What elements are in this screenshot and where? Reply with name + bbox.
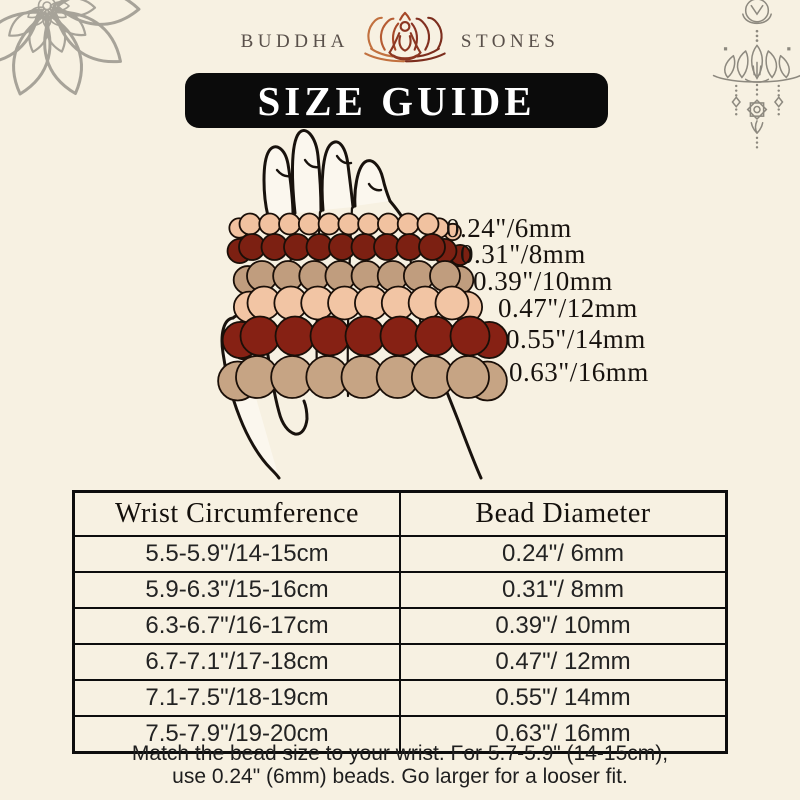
bead-diameter-header: Bead Diameter	[399, 490, 728, 537]
lotus-meditation-icon	[364, 11, 446, 63]
brand-header: BUDDHA STON	[0, 11, 800, 70]
bead-size-label: 0.63"/16mm	[509, 357, 649, 387]
bead-size-label: 0.31"/8mm	[460, 239, 586, 269]
size-guide-banner: SIZE GUIDE	[185, 73, 608, 128]
bead-diameter-cell: 0.47"/ 12mm	[399, 643, 728, 681]
table-row: 5.9-6.3"/15-16cm 0.31"/ 8mm	[72, 571, 728, 609]
table-header-row: Wrist Circumference Bead Diameter	[72, 490, 728, 537]
table-row: 7.1-7.5"/18-19cm 0.55"/ 14mm	[72, 679, 728, 717]
table-row: 6.3-6.7"/16-17cm 0.39"/ 10mm	[72, 607, 728, 645]
bead-diameter-cell: 0.55"/ 14mm	[399, 679, 728, 717]
wrist-circumference-cell: 7.5-7.9"/19-20cm	[72, 715, 401, 754]
wrist-circumference-cell: 5.9-6.3"/15-16cm	[72, 571, 401, 609]
bead-diameter-cell: 0.24"/ 6mm	[399, 535, 728, 573]
size-table: Wrist Circumference Bead Diameter 5.5-5.…	[72, 490, 728, 754]
wrist-circumference-cell: 5.5-5.9"/14-15cm	[72, 535, 401, 573]
fit-note-line2: use 0.24" (6mm) beads. Go larger for a l…	[172, 765, 628, 788]
hand-bracelet-illustration: 0.24"/6mm 0.31"/8mm 0.39"/10mm 0.47"/12m…	[217, 129, 649, 480]
size-guide-title: SIZE GUIDE	[257, 77, 536, 124]
bead-size-label: 0.39"/10mm	[473, 266, 613, 296]
fit-note: Match the bead size to your wrist. For 5…	[0, 742, 800, 788]
brand-word-left: BUDDHA	[240, 31, 349, 52]
wrist-circumference-cell: 6.3-6.7"/16-17cm	[72, 607, 401, 645]
bracelet-bead-rows	[217, 212, 509, 402]
wrist-circumference-header: Wrist Circumference	[72, 490, 401, 537]
wrist-circumference-cell: 7.1-7.5"/18-19cm	[72, 679, 401, 717]
table-row: 6.7-7.1"/17-18cm 0.47"/ 12mm	[72, 643, 728, 681]
bead-diameter-cell: 0.31"/ 8mm	[399, 571, 728, 609]
bead-diameter-cell: 0.63"/ 16mm	[399, 715, 728, 754]
bead-size-labels: 0.24"/6mm 0.31"/8mm 0.39"/10mm 0.47"/12m…	[446, 213, 649, 387]
bead-size-label: 0.47"/12mm	[498, 293, 638, 323]
fit-note-line1: Match the bead size to your wrist. For 5…	[131, 742, 669, 765]
table-row: 5.5-5.9"/14-15cm 0.24"/ 6mm	[72, 535, 728, 573]
table-row: 7.5-7.9"/19-20cm 0.63"/ 16mm	[72, 715, 728, 754]
wrist-circumference-cell: 6.7-7.1"/17-18cm	[72, 643, 401, 681]
bead-diameter-cell: 0.39"/ 10mm	[399, 607, 728, 645]
brand-word-right: STONES	[460, 31, 560, 52]
bead-size-label: 0.55"/14mm	[506, 324, 646, 354]
bead-size-label: 0.24"/6mm	[446, 213, 572, 243]
